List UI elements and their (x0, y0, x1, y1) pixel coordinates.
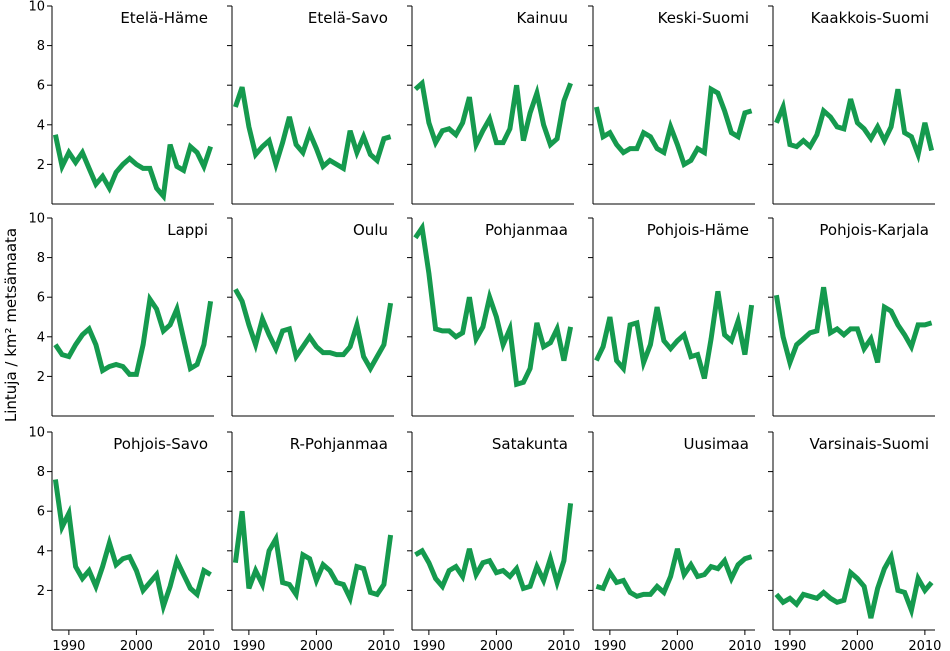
y-tick-label: 4 (37, 544, 45, 559)
x-tick-label: 1990 (52, 639, 85, 651)
panel-grid: 2 4 6 8 10 Etelä-Häme Etelä-Savo Kainuu Keski-Su… (28, 0, 941, 651)
series-line-pohjanmaa (413, 221, 574, 388)
panel-kaakkois-suomi: Kaakkois-Suomi (768, 5, 935, 205)
panel-title: Kaakkois-Suomi (811, 9, 929, 27)
series-line-uusimaa (595, 548, 753, 599)
x-tick-label: 2000 (661, 639, 694, 651)
panel-r-pohjanmaa: 1990 2000 2010 R-Pohjanmaa (227, 431, 400, 651)
y-tick-label: 2 (37, 584, 45, 599)
y-tick-label: 10 (28, 212, 45, 227)
panel-title: Kainuu (517, 9, 568, 27)
panel-keski-suomi: Keski-Suomi (588, 5, 755, 205)
x-tick-label: 2010 (728, 639, 761, 651)
series-line-etelä-häme (52, 134, 213, 202)
y-tick-label: 10 (28, 426, 45, 441)
panel-title: Pohjois-Häme (647, 221, 749, 239)
panel-kainuu: Kainuu (407, 5, 574, 205)
panel-title: Pohjois-Savo (113, 435, 208, 453)
x-tick-label: 2010 (367, 639, 400, 651)
panel-pohjois-savo: 2 4 6 8 10 1990 2000 2010 Pohjois-Savo (28, 426, 220, 651)
panel-title: Pohjois-Karjala (819, 221, 929, 239)
series-line-lappi (53, 292, 214, 377)
panel-title: Etelä-Häme (120, 9, 208, 27)
x-tick-label: 2000 (120, 639, 153, 651)
panel-uusimaa: 1990 2000 2010 Uusimaa (588, 431, 761, 651)
panel-varsinais-suomi: 1990 2000 2010 Varsinais-Suomi (768, 431, 941, 651)
panel-title: Satakunta (492, 435, 568, 453)
y-tick-label: 8 (37, 39, 45, 54)
panel-etelä-savo: Etelä-Savo (227, 5, 394, 205)
panel-title: Etelä-Savo (308, 9, 388, 27)
panel-lappi: 2 4 6 8 10 Lappi (28, 212, 214, 417)
x-tick-label: 2010 (547, 639, 580, 651)
panel-title: Varsinais-Suomi (809, 435, 929, 453)
panel-satakunta: 1990 2000 2010 Satakunta (407, 431, 580, 651)
panel-title: R-Pohjanmaa (290, 435, 388, 453)
series-line-kainuu (413, 78, 573, 154)
x-tick-label: 2010 (908, 639, 941, 651)
y-tick-label: 10 (28, 0, 45, 15)
y-tick-label: 4 (37, 330, 45, 345)
x-tick-label: 1990 (773, 639, 806, 651)
panel-pohjois-karjala: Pohjois-Karjala (768, 217, 935, 417)
series-line-r-pohjanmaa (232, 510, 394, 606)
y-tick-label: 2 (37, 370, 45, 385)
series-line-satakunta (414, 503, 574, 592)
series-line-pohjois-karjala (773, 286, 933, 371)
series-line-kaakkois-suomi (774, 88, 935, 164)
series-line-pohjois-savo (52, 479, 212, 616)
panel-title: Oulu (353, 221, 388, 239)
y-tick-label: 4 (37, 118, 45, 133)
x-tick-label: 2000 (300, 639, 333, 651)
panel-title: Pohjanmaa (485, 221, 568, 239)
panel-title: Keski-Suomi (658, 9, 749, 27)
x-tick-label: 1990 (232, 639, 265, 651)
y-tick-label: 8 (37, 465, 45, 480)
y-tick-label: 6 (37, 79, 45, 94)
panel-title: Uusimaa (684, 435, 749, 453)
y-tick-label: 8 (37, 251, 45, 266)
x-tick-label: 2000 (841, 639, 874, 651)
panel-oulu: Oulu (227, 217, 394, 417)
series-line-etelä-savo (233, 86, 392, 174)
series-line-oulu (233, 288, 394, 374)
panel-pohjanmaa: Pohjanmaa (407, 217, 574, 417)
y-axis-label: Lintuja / km² metsämaata (2, 228, 20, 422)
panel-pohjois-häme: Pohjois-Häme (588, 217, 755, 417)
series-line-varsinais-suomi (774, 549, 934, 620)
panel-title: Lappi (167, 221, 208, 239)
x-tick-label: 1990 (593, 639, 626, 651)
y-tick-label: 2 (37, 158, 45, 173)
y-tick-label: 6 (37, 291, 45, 306)
x-tick-label: 2000 (480, 639, 513, 651)
series-line-pohjois-häme (594, 290, 755, 380)
panel-etelä-häme: 2 4 6 8 10 Etelä-Häme (28, 0, 214, 205)
y-tick-label: 6 (37, 505, 45, 520)
series-line-keski-suomi (593, 85, 753, 169)
x-tick-label: 1990 (412, 639, 445, 651)
x-tick-label: 2010 (187, 639, 220, 651)
